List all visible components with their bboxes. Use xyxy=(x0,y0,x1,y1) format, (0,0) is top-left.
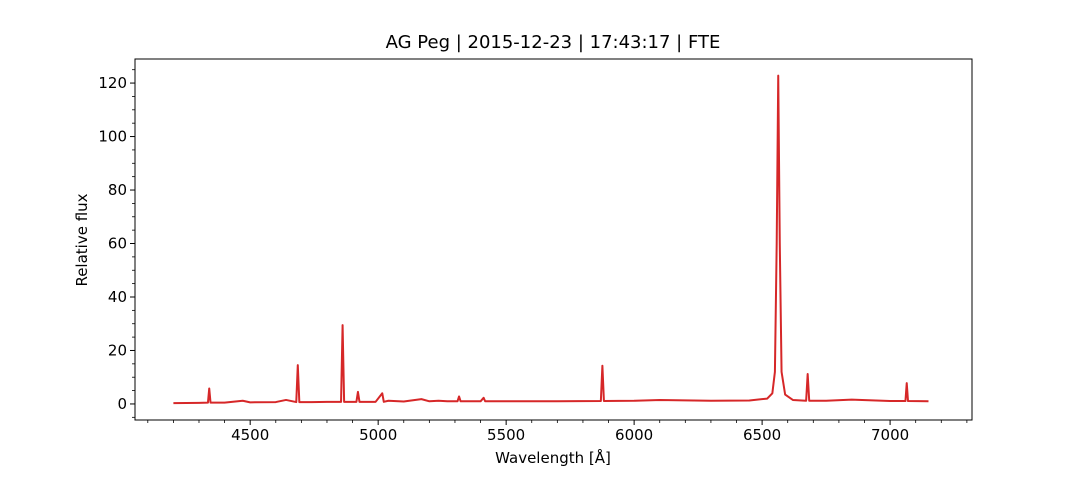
chart-title: AG Peg | 2015-12-23 | 17:43:17 | FTE xyxy=(386,32,721,53)
y-tick-label: 80 xyxy=(108,181,127,199)
y-tick-label: 0 xyxy=(117,395,127,413)
x-tick-label: 7000 xyxy=(871,426,909,444)
plot-area-frame xyxy=(134,58,973,421)
x-tick-label: 6000 xyxy=(615,426,653,444)
y-tick-label: 20 xyxy=(108,341,127,359)
y-tick-label: 40 xyxy=(108,288,127,306)
y-tick-label: 100 xyxy=(98,128,127,146)
x-tick-label: 5000 xyxy=(359,426,397,444)
y-tick-label: 120 xyxy=(98,74,127,92)
x-tick-label: 5500 xyxy=(487,426,525,444)
x-tick-label: 4500 xyxy=(231,426,269,444)
y-axis-label: Relative flux xyxy=(73,193,91,286)
spectrum-line xyxy=(173,74,929,405)
series-layer xyxy=(173,74,929,405)
y-tick-label: 60 xyxy=(108,235,127,253)
x-axis-label: Wavelength [Å] xyxy=(495,448,611,467)
ticks: 4500 5000 5500 6000 6500 7000 0 20 40 60 80 100 120 xyxy=(98,69,968,444)
x-tick-label: 6500 xyxy=(743,426,781,444)
